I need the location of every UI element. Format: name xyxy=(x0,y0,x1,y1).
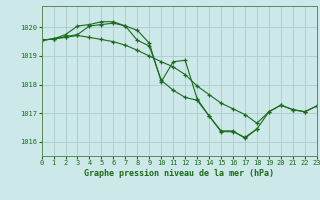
X-axis label: Graphe pression niveau de la mer (hPa): Graphe pression niveau de la mer (hPa) xyxy=(84,169,274,178)
